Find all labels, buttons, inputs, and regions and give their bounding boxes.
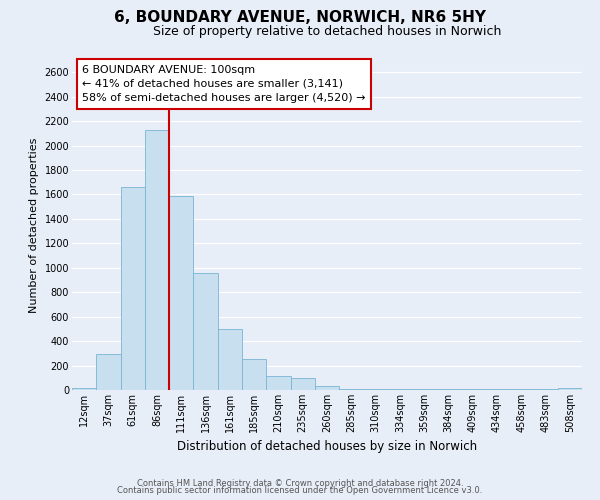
Bar [266,376,290,390]
Text: 6, BOUNDARY AVENUE, NORWICH, NR6 5HY: 6, BOUNDARY AVENUE, NORWICH, NR6 5HY [114,10,486,25]
Bar [121,186,145,390]
Bar [96,354,121,390]
Bar [290,378,315,390]
Bar [218,329,242,390]
Text: Contains HM Land Registry data © Crown copyright and database right 2024.: Contains HM Land Registry data © Crown c… [137,478,463,488]
Text: Contains public sector information licensed under the Open Government Licence v3: Contains public sector information licen… [118,486,482,495]
Text: 6 BOUNDARY AVENUE: 100sqm
← 41% of detached houses are smaller (3,141)
58% of se: 6 BOUNDARY AVENUE: 100sqm ← 41% of detac… [82,65,366,103]
X-axis label: Distribution of detached houses by size in Norwich: Distribution of detached houses by size … [177,440,477,454]
Bar [193,272,218,390]
Bar [315,386,339,390]
Bar [72,388,96,390]
Bar [242,360,266,390]
Title: Size of property relative to detached houses in Norwich: Size of property relative to detached ho… [153,25,501,38]
Bar [169,196,193,390]
Bar [145,130,169,390]
Bar [558,388,582,390]
Y-axis label: Number of detached properties: Number of detached properties [29,138,39,312]
